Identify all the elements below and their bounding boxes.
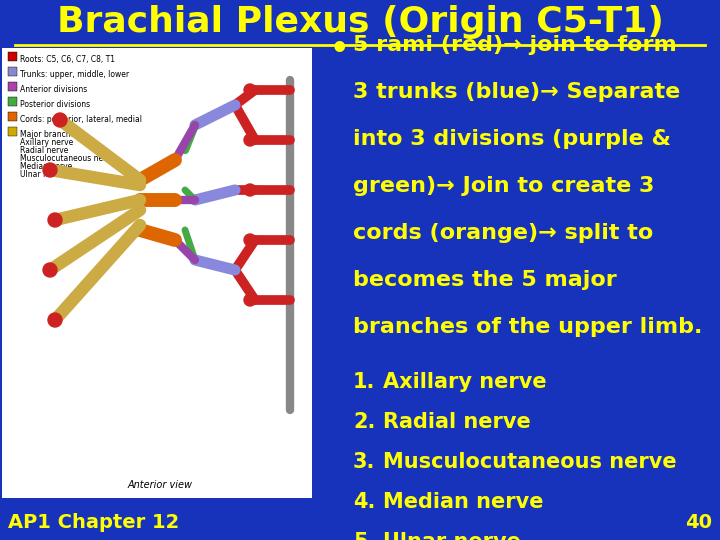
Text: 5.: 5. bbox=[353, 532, 376, 540]
Text: branches of the upper limb.: branches of the upper limb. bbox=[353, 317, 703, 337]
Text: Radial nerve: Radial nerve bbox=[20, 146, 68, 155]
Text: Anterior divisions: Anterior divisions bbox=[20, 85, 87, 94]
Text: 2.: 2. bbox=[353, 412, 375, 432]
Circle shape bbox=[53, 113, 67, 127]
Text: Major branches:: Major branches: bbox=[20, 130, 82, 139]
Text: becomes the 5 major: becomes the 5 major bbox=[353, 270, 617, 290]
Bar bbox=[2, 48, 312, 498]
Circle shape bbox=[48, 313, 62, 327]
Text: Axillary nerve: Axillary nerve bbox=[20, 138, 73, 147]
Text: 3.: 3. bbox=[353, 452, 375, 472]
Text: Posterior divisions: Posterior divisions bbox=[20, 100, 90, 109]
Circle shape bbox=[244, 84, 256, 96]
Text: •: • bbox=[330, 35, 349, 64]
Text: AP1 Chapter 12: AP1 Chapter 12 bbox=[8, 513, 179, 532]
Text: Musculocutaneous nerve: Musculocutaneous nerve bbox=[383, 452, 677, 472]
Circle shape bbox=[48, 213, 62, 227]
Text: Ulnar nerve: Ulnar nerve bbox=[20, 170, 65, 179]
Circle shape bbox=[43, 163, 57, 177]
Text: Ulnar nerve: Ulnar nerve bbox=[383, 532, 521, 540]
Text: Median nerve: Median nerve bbox=[20, 162, 72, 171]
Circle shape bbox=[244, 184, 256, 196]
Text: 1.: 1. bbox=[353, 372, 375, 392]
Text: green)→ Join to create 3: green)→ Join to create 3 bbox=[353, 176, 654, 196]
Text: 4.: 4. bbox=[353, 492, 375, 512]
Bar bbox=[8, 127, 17, 136]
Bar bbox=[8, 52, 17, 61]
Bar bbox=[8, 112, 17, 121]
Text: Cords: posterior, lateral, medial: Cords: posterior, lateral, medial bbox=[20, 115, 142, 124]
Text: Median nerve: Median nerve bbox=[383, 492, 544, 512]
Text: Radial nerve: Radial nerve bbox=[383, 412, 531, 432]
Circle shape bbox=[244, 134, 256, 146]
Text: Roots: C5, C6, C7, C8, T1: Roots: C5, C6, C7, C8, T1 bbox=[20, 55, 115, 64]
Bar bbox=[8, 67, 17, 76]
Bar bbox=[0, 0, 720, 45]
Text: Brachial Plexus (Origin C5-T1): Brachial Plexus (Origin C5-T1) bbox=[57, 5, 663, 39]
Circle shape bbox=[244, 234, 256, 246]
Text: Trunks: upper, middle, lower: Trunks: upper, middle, lower bbox=[20, 70, 129, 79]
Text: into 3 divisions (purple &: into 3 divisions (purple & bbox=[353, 129, 671, 149]
Text: Musculocutaneous nerve: Musculocutaneous nerve bbox=[20, 154, 115, 163]
Bar bbox=[8, 97, 17, 106]
Text: cords (orange)→ split to: cords (orange)→ split to bbox=[353, 223, 653, 243]
Circle shape bbox=[244, 294, 256, 306]
Text: 3 trunks (blue)→ Separate: 3 trunks (blue)→ Separate bbox=[353, 82, 680, 102]
Text: 5 rami (red)→ join to form: 5 rami (red)→ join to form bbox=[353, 35, 677, 55]
Text: 40: 40 bbox=[685, 513, 712, 532]
Text: Axillary nerve: Axillary nerve bbox=[383, 372, 546, 392]
Bar bbox=[8, 82, 17, 91]
Circle shape bbox=[43, 263, 57, 277]
Text: Anterior view: Anterior view bbox=[127, 480, 192, 490]
